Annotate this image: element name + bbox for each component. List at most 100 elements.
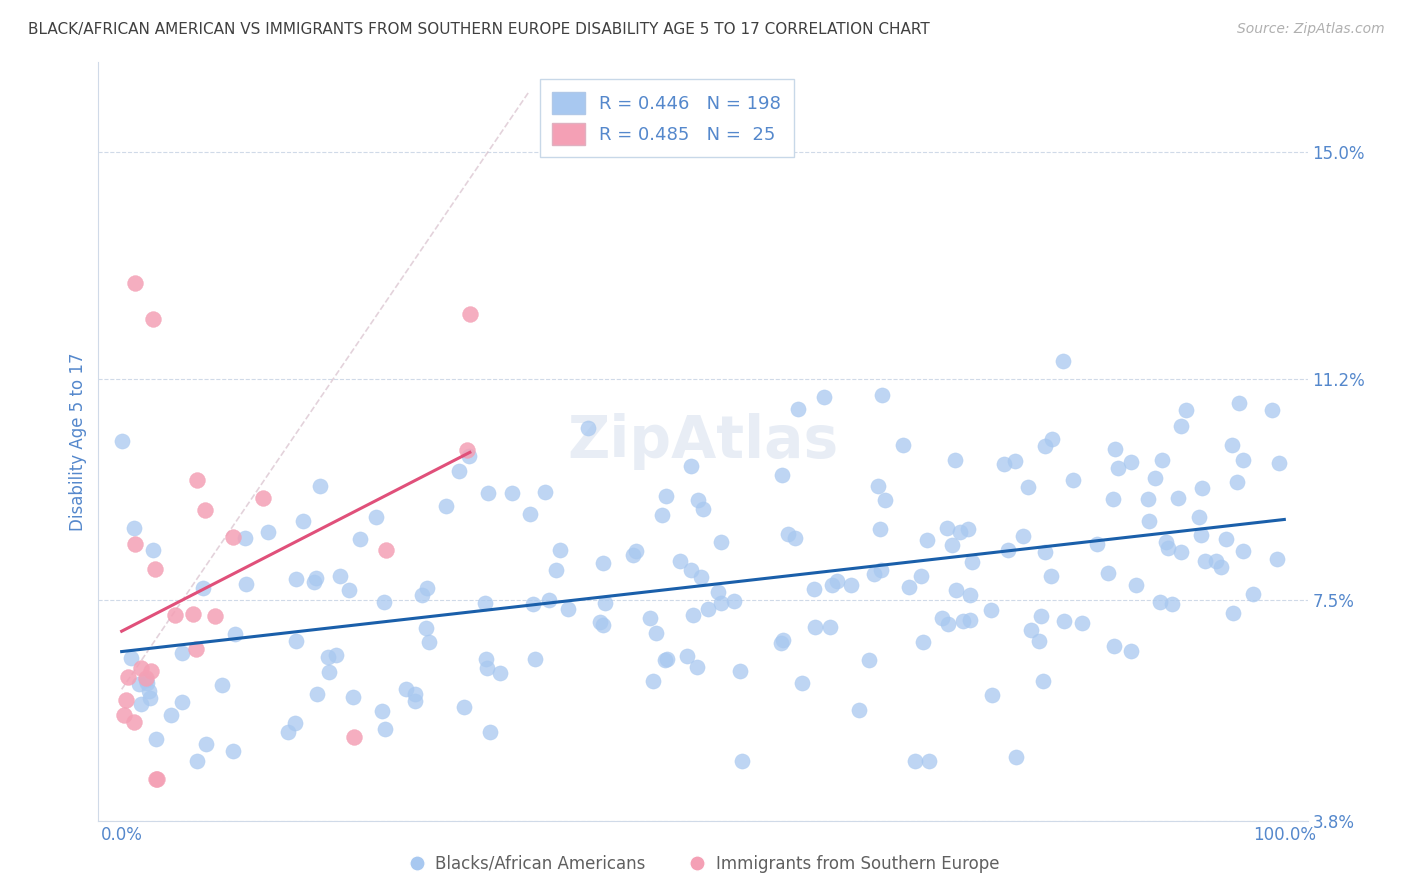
Point: [129, 697, 152, 711]
Point: [957, 522, 980, 536]
Point: [1220, 438, 1243, 452]
Point: [1029, 609, 1052, 624]
Point: [1227, 396, 1250, 410]
Point: [1033, 439, 1056, 453]
Point: [1004, 454, 1026, 468]
Point: [453, 700, 475, 714]
Point: [434, 499, 457, 513]
Point: [675, 648, 697, 663]
Point: [373, 595, 395, 609]
Point: [342, 690, 364, 704]
Point: [302, 575, 325, 590]
Point: [1085, 536, 1108, 550]
Point: [941, 538, 963, 552]
Point: [980, 603, 1002, 617]
Point: [1052, 354, 1074, 368]
Point: [1107, 461, 1129, 475]
Point: [1101, 491, 1123, 506]
Point: [1104, 442, 1126, 456]
Point: [1232, 452, 1254, 467]
Point: [621, 549, 644, 563]
Point: [1040, 569, 1063, 583]
Point: [821, 577, 844, 591]
Point: [943, 453, 966, 467]
Point: [292, 514, 315, 528]
Point: [1205, 553, 1227, 567]
Y-axis label: Disability Age 5 to 17: Disability Age 5 to 17: [69, 352, 87, 531]
Point: [1170, 545, 1192, 559]
Point: [1097, 566, 1119, 581]
Point: [918, 754, 941, 768]
Point: [139, 664, 162, 678]
Point: [873, 493, 896, 508]
Point: [1035, 545, 1057, 559]
Point: [305, 687, 328, 701]
Point: [723, 594, 745, 608]
Point: [184, 642, 207, 657]
Point: [1261, 403, 1284, 417]
Point: [770, 467, 793, 482]
Point: [1004, 749, 1026, 764]
Point: [186, 474, 208, 488]
Point: [374, 722, 396, 736]
Point: [1189, 528, 1212, 542]
Point: [655, 489, 678, 503]
Point: [993, 458, 1015, 472]
Point: [252, 491, 274, 506]
Point: [115, 693, 138, 707]
Point: [404, 687, 426, 701]
Point: [803, 582, 825, 596]
Point: [284, 572, 307, 586]
Point: [904, 754, 927, 768]
Point: [912, 634, 935, 648]
Point: [870, 563, 893, 577]
Point: [183, 607, 205, 621]
Point: [475, 661, 498, 675]
Point: [589, 615, 612, 629]
Point: [770, 636, 793, 650]
Point: [349, 532, 371, 546]
Point: [135, 672, 157, 686]
Point: [785, 532, 807, 546]
Point: [638, 611, 661, 625]
Point: [778, 527, 800, 541]
Point: [938, 616, 960, 631]
Point: [1143, 471, 1166, 485]
Point: [682, 607, 704, 622]
Point: [128, 676, 150, 690]
Point: [949, 525, 972, 540]
Point: [981, 689, 1004, 703]
Point: [669, 554, 692, 568]
Point: [124, 277, 146, 291]
Point: [501, 485, 523, 500]
Point: [458, 307, 481, 321]
Legend: Blacks/African Americans, Immigrants from Southern Europe: Blacks/African Americans, Immigrants fro…: [401, 848, 1005, 880]
Point: [138, 683, 160, 698]
Point: [117, 670, 139, 684]
Point: [194, 738, 217, 752]
Point: [868, 478, 890, 492]
Point: [1215, 532, 1237, 546]
Point: [1241, 587, 1264, 601]
Point: [710, 597, 733, 611]
Point: [142, 312, 165, 326]
Point: [534, 485, 557, 500]
Point: [186, 754, 208, 768]
Point: [1102, 639, 1125, 653]
Point: [143, 561, 166, 575]
Point: [592, 617, 614, 632]
Point: [1136, 491, 1159, 506]
Point: [1125, 578, 1147, 592]
Point: [122, 521, 145, 535]
Point: [145, 772, 167, 786]
Point: [825, 574, 848, 588]
Point: [1157, 541, 1180, 556]
Point: [728, 664, 751, 678]
Point: [679, 563, 702, 577]
Point: [1062, 473, 1084, 487]
Point: [211, 678, 233, 692]
Point: [1161, 598, 1184, 612]
Point: [122, 715, 145, 730]
Point: [318, 665, 340, 680]
Point: [839, 578, 862, 592]
